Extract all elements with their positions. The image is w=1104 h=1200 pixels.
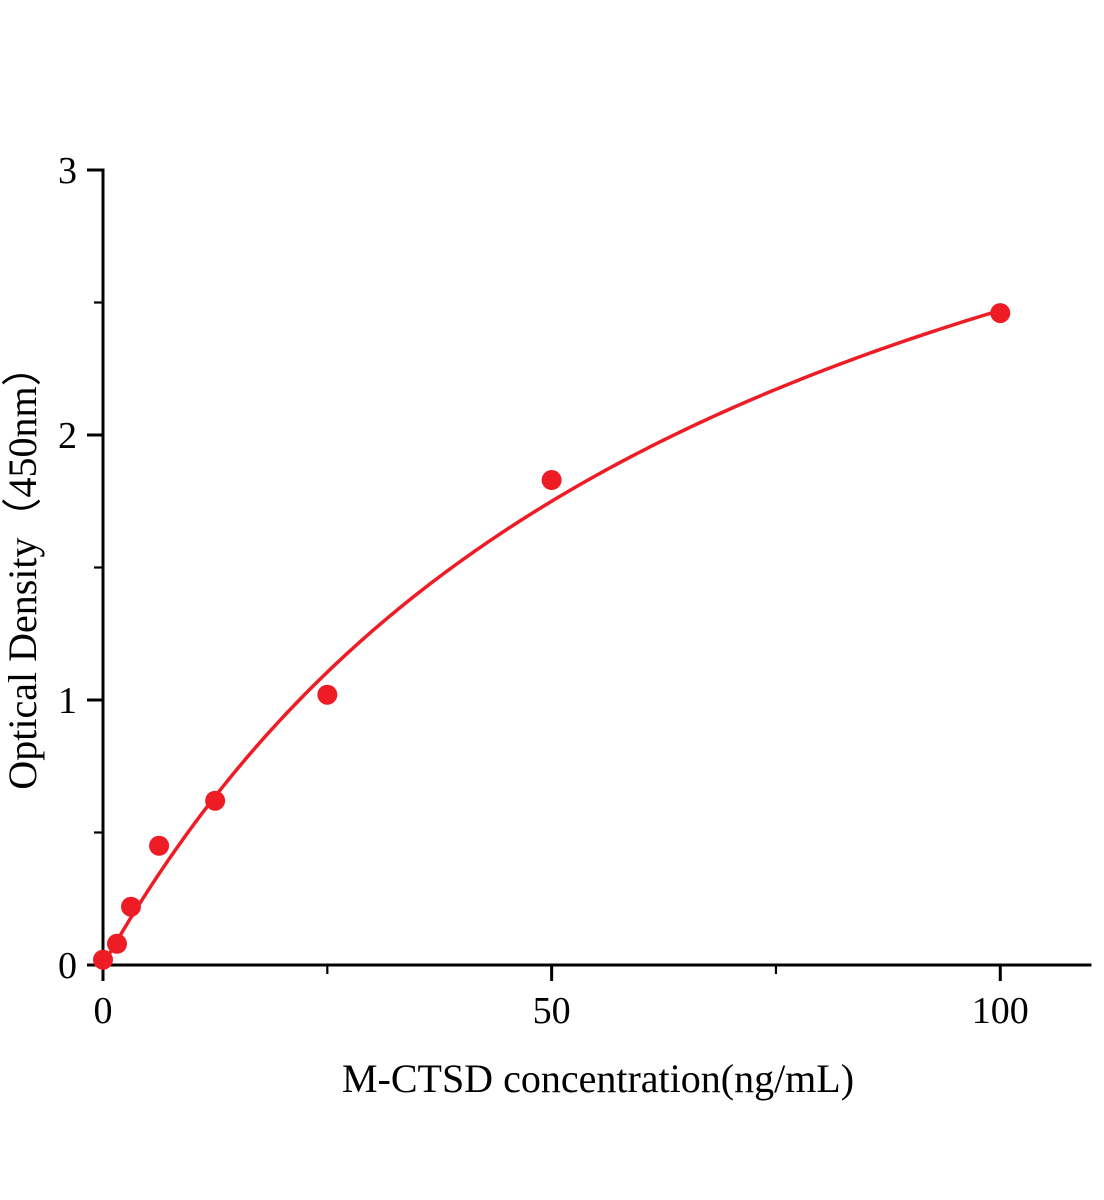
axis-lines (101, 168, 1092, 967)
data-point (990, 303, 1011, 324)
data-point (106, 933, 127, 954)
data-point (205, 790, 226, 811)
x-tick-label: 0 (94, 990, 113, 1032)
y-tick-label: 2 (58, 415, 77, 457)
plot-layer: 0 50 100 0 1 2 3 (58, 150, 1092, 1032)
data-point (93, 949, 113, 970)
x-axis-label: M-CTSD concentration(ng/mL) (342, 1056, 854, 1101)
data-point (120, 896, 141, 917)
y-tick-label: 3 (58, 150, 77, 192)
x-tick-label: 50 (533, 990, 571, 1032)
fit-curve (101, 308, 1001, 966)
y-tick-label: 1 (58, 680, 77, 722)
data-point (149, 835, 170, 856)
data-point (317, 684, 338, 705)
y-tick-label: 0 (58, 945, 77, 987)
data-point (541, 470, 562, 491)
x-tick-label: 100 (972, 990, 1029, 1032)
y-axis-label: Optical Density（450nm） (0, 346, 45, 789)
